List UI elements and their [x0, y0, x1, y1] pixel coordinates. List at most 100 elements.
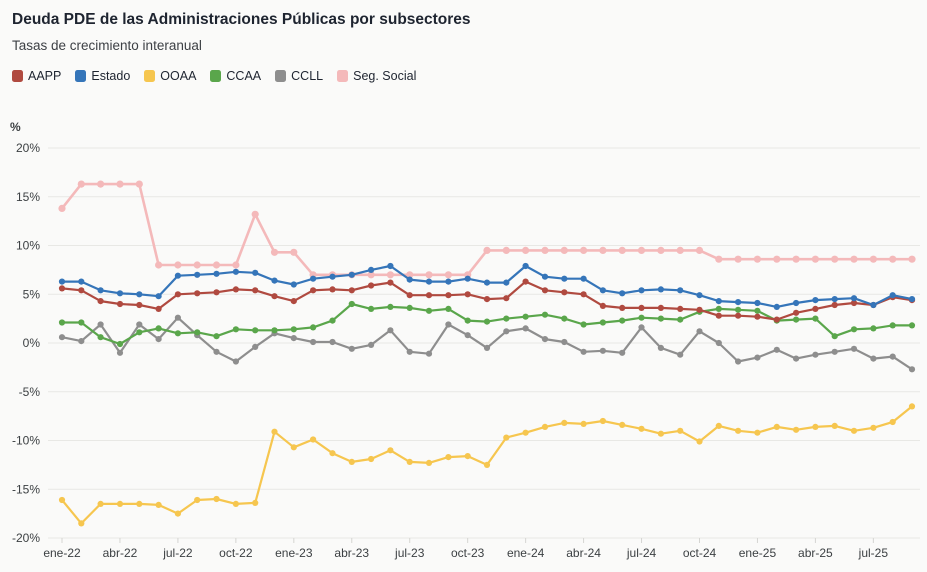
- data-point: [213, 289, 220, 296]
- data-point: [541, 336, 549, 343]
- data-point: [252, 287, 259, 294]
- data-point: [445, 305, 452, 312]
- legend-swatch-ccll: [275, 70, 287, 83]
- data-point: [812, 315, 819, 322]
- data-point: [194, 290, 201, 297]
- data-point: [329, 338, 336, 346]
- data-point: [599, 417, 607, 425]
- data-point: [638, 425, 645, 432]
- legend-swatch-aapp: [12, 70, 23, 83]
- data-point: [425, 307, 433, 314]
- data-point: [638, 287, 645, 294]
- data-point: [754, 299, 761, 307]
- legend-label: CCAA: [226, 69, 262, 84]
- data-point: [735, 312, 742, 319]
- data-point: [657, 286, 665, 293]
- x-axis-label: abr-23: [334, 546, 369, 560]
- data-point: [619, 304, 626, 311]
- data-point: [270, 248, 279, 256]
- data-point: [252, 343, 259, 350]
- legend-item-ooaa[interactable]: OOAA: [144, 69, 196, 83]
- data-point: [155, 293, 162, 300]
- data-point: [116, 349, 124, 356]
- data-point: [386, 271, 394, 279]
- data-point: [425, 292, 433, 299]
- data-point: [677, 427, 684, 434]
- data-point: [676, 246, 684, 254]
- data-point: [715, 339, 722, 347]
- data-point: [483, 461, 491, 468]
- data-point: [136, 500, 143, 507]
- legend-item-aapp[interactable]: AAPP: [12, 69, 61, 83]
- data-point: [754, 354, 761, 361]
- data-point: [155, 325, 162, 332]
- data-point: [754, 313, 761, 320]
- data-point: [599, 347, 607, 354]
- data-point: [271, 277, 278, 284]
- data-point: [193, 261, 201, 269]
- data-point: [619, 317, 626, 324]
- data-point: [773, 346, 780, 353]
- data-point: [155, 336, 162, 343]
- data-point: [271, 428, 278, 435]
- data-point: [464, 275, 471, 282]
- data-point: [290, 335, 297, 342]
- legend-item-ccll[interactable]: CCLL: [275, 69, 323, 83]
- data-point: [811, 255, 820, 263]
- data-point: [174, 291, 181, 298]
- data-point: [696, 328, 703, 335]
- data-point: [715, 422, 722, 429]
- data-point: [580, 291, 587, 298]
- data-point: [812, 305, 819, 312]
- data-point: [194, 271, 201, 278]
- data-point: [503, 279, 510, 286]
- chart-legend: AAPP Estado OOAA CCAA CCLL Seg. Social: [12, 69, 915, 83]
- data-point: [793, 355, 800, 362]
- legend-item-seg-social[interactable]: Seg. Social: [337, 69, 416, 83]
- data-point: [870, 355, 877, 362]
- data-point: [715, 298, 722, 305]
- data-point: [290, 248, 298, 256]
- data-point: [116, 340, 124, 348]
- data-point: [387, 303, 394, 310]
- data-point: [155, 501, 162, 508]
- data-point: [445, 292, 452, 299]
- data-point: [310, 275, 317, 282]
- x-axis-label: jul-23: [394, 546, 425, 560]
- data-point: [773, 423, 780, 430]
- data-point: [387, 327, 394, 334]
- chart-header: Deuda PDE de las Administraciones Públic…: [12, 10, 915, 83]
- data-point: [212, 261, 221, 269]
- data-point: [135, 180, 143, 188]
- legend-item-estado[interactable]: Estado: [75, 69, 130, 83]
- data-point: [232, 358, 239, 365]
- data-point: [406, 348, 413, 355]
- data-point: [483, 296, 491, 303]
- data-point: [78, 278, 85, 285]
- data-point: [116, 180, 124, 188]
- data-point: [174, 330, 181, 337]
- y-axis-label: -5%: [19, 385, 41, 399]
- data-point: [406, 292, 413, 299]
- data-point: [580, 275, 587, 282]
- data-point: [735, 299, 742, 306]
- data-point: [870, 301, 877, 309]
- data-point: [850, 299, 858, 307]
- data-point: [850, 295, 858, 302]
- data-point: [696, 438, 703, 445]
- data-point: [735, 358, 742, 365]
- data-point: [78, 520, 85, 527]
- data-point: [232, 268, 239, 275]
- data-point: [367, 271, 375, 279]
- data-point: [580, 321, 587, 328]
- data-point: [116, 500, 124, 507]
- data-point: [599, 287, 607, 294]
- x-axis-label: ene-25: [739, 546, 777, 560]
- data-point: [97, 500, 104, 507]
- data-point: [677, 351, 684, 358]
- data-point: [174, 314, 181, 321]
- legend-item-ccaa[interactable]: CCAA: [210, 69, 261, 83]
- data-point: [483, 344, 491, 351]
- y-axis-label: 15%: [16, 190, 40, 204]
- data-point: [213, 495, 220, 503]
